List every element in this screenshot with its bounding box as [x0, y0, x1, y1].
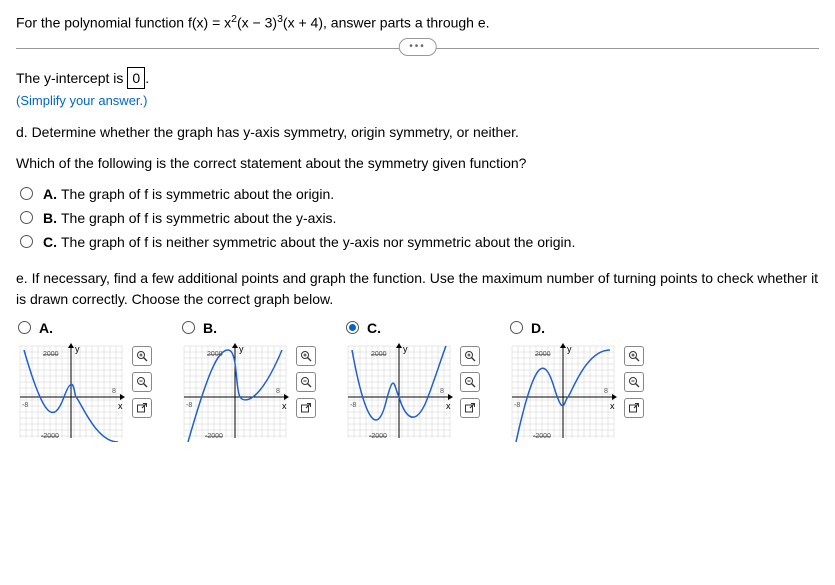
header-prefix: For the polynomial function — [16, 15, 188, 31]
graph-canvas[interactable]: y x 2000 -2000 -8 8 — [508, 342, 618, 442]
graph-choice-a: A. y x 2000 -2000 -8 8 — [16, 320, 152, 442]
svg-text:-2000: -2000 — [533, 433, 551, 440]
graph-canvas[interactable]: y x 2000 -2000 -8 8 — [344, 342, 454, 442]
open-external-icon[interactable] — [296, 398, 316, 418]
graph-tools — [296, 346, 316, 418]
zoom-in-icon[interactable] — [624, 346, 644, 366]
fn-mid2: (x + 4) — [283, 15, 323, 31]
graph-area: y x 2000 -2000 -8 8 — [180, 342, 316, 442]
y-intercept-suffix: . — [145, 70, 149, 86]
graph-choice-header[interactable]: A. — [16, 320, 152, 336]
svg-text:-8: -8 — [22, 402, 28, 409]
y-intercept-line: The y-intercept is 0. — [16, 67, 819, 89]
graph-tools — [460, 346, 480, 418]
graph-choice-c: C. y x 2000 -2000 -8 8 — [344, 320, 480, 442]
graph-choice-header[interactable]: B. — [180, 320, 316, 336]
open-external-icon[interactable] — [624, 398, 644, 418]
graph-choice-header[interactable]: D. — [508, 320, 644, 336]
option-c-text: The graph of f is neither symmetric abou… — [61, 234, 575, 250]
radio-a[interactable] — [20, 187, 33, 200]
graph-radio[interactable] — [510, 321, 523, 334]
part-e-text: e. If necessary, find a few additional p… — [16, 268, 819, 310]
svg-text:-8: -8 — [514, 402, 520, 409]
option-a-text: The graph of f is symmetric about the or… — [61, 186, 334, 202]
y-intercept-prefix: The y-intercept is — [16, 70, 127, 86]
option-a[interactable]: A.The graph of f is symmetric about the … — [16, 186, 819, 202]
graph-choice-label: C. — [367, 320, 381, 336]
part-d-question: Which of the following is the correct st… — [16, 153, 819, 174]
zoom-in-icon[interactable] — [132, 346, 152, 366]
graph-choice-label: A. — [39, 320, 53, 336]
graph-choice-label: B. — [203, 320, 217, 336]
zoom-out-icon[interactable] — [624, 372, 644, 392]
graph-radio[interactable] — [346, 321, 359, 334]
part-d-options: A.The graph of f is symmetric about the … — [16, 186, 819, 250]
graph-tools — [132, 346, 152, 418]
svg-text:2000: 2000 — [43, 351, 59, 358]
zoom-out-icon[interactable] — [132, 372, 152, 392]
graph-choices: A. y x 2000 -2000 -8 8 B. y x 2000 -2000 — [16, 320, 819, 442]
graph-tools — [624, 346, 644, 418]
open-external-icon[interactable] — [460, 398, 480, 418]
ellipsis-icon[interactable]: ••• — [398, 38, 437, 56]
graph-canvas[interactable]: y x 2000 -2000 -8 8 — [180, 342, 290, 442]
svg-text:-8: -8 — [186, 402, 192, 409]
graph-area: y x 2000 -2000 -8 8 — [16, 342, 152, 442]
option-a-label: A. — [43, 186, 57, 202]
svg-text:y: y — [75, 344, 80, 354]
open-external-icon[interactable] — [132, 398, 152, 418]
radio-c[interactable] — [20, 235, 33, 248]
svg-text:8: 8 — [604, 388, 608, 395]
graph-choice-header[interactable]: C. — [344, 320, 480, 336]
fn-lhs: f(x) = x — [188, 15, 231, 31]
option-b-text: The graph of f is symmetric about the y-… — [61, 210, 336, 226]
zoom-in-icon[interactable] — [460, 346, 480, 366]
graph-choice-d: D. y x 2000 -2000 -8 8 — [508, 320, 644, 442]
option-b[interactable]: B.The graph of f is symmetric about the … — [16, 210, 819, 226]
svg-text:2000: 2000 — [371, 351, 387, 358]
svg-text:x: x — [118, 401, 123, 411]
graph-area: y x 2000 -2000 -8 8 — [508, 342, 644, 442]
svg-text:8: 8 — [440, 388, 444, 395]
svg-text:-8: -8 — [350, 402, 356, 409]
svg-text:-2000: -2000 — [41, 433, 59, 440]
y-intercept-input[interactable]: 0 — [127, 67, 145, 89]
graph-radio[interactable] — [18, 321, 31, 334]
svg-text:8: 8 — [276, 388, 280, 395]
zoom-in-icon[interactable] — [296, 346, 316, 366]
svg-text:8: 8 — [112, 388, 116, 395]
option-c-label: C. — [43, 234, 57, 250]
option-b-label: B. — [43, 210, 57, 226]
svg-text:x: x — [282, 401, 287, 411]
svg-text:y: y — [403, 344, 408, 354]
svg-text:y: y — [239, 344, 244, 354]
part-d-text: d. Determine whether the graph has y-axi… — [16, 122, 819, 143]
graph-choice-b: B. y x 2000 -2000 -8 8 — [180, 320, 316, 442]
fn-mid1: (x − 3) — [237, 15, 277, 31]
svg-text:x: x — [610, 401, 615, 411]
graph-radio[interactable] — [182, 321, 195, 334]
question-header: For the polynomial function f(x) = x2(x … — [16, 12, 819, 34]
svg-text:y: y — [567, 344, 572, 354]
svg-text:-2000: -2000 — [205, 433, 223, 440]
option-c[interactable]: C.The graph of f is neither symmetric ab… — [16, 234, 819, 250]
simplify-hint: (Simplify your answer.) — [16, 93, 819, 108]
zoom-out-icon[interactable] — [296, 372, 316, 392]
graph-choice-label: D. — [531, 320, 545, 336]
svg-text:-2000: -2000 — [369, 433, 387, 440]
graph-canvas[interactable]: y x 2000 -2000 -8 8 — [16, 342, 126, 442]
svg-text:2000: 2000 — [207, 351, 223, 358]
svg-text:2000: 2000 — [535, 351, 551, 358]
header-suffix: , answer parts a through e. — [323, 15, 490, 31]
graph-area: y x 2000 -2000 -8 8 — [344, 342, 480, 442]
radio-b[interactable] — [20, 211, 33, 224]
zoom-out-icon[interactable] — [460, 372, 480, 392]
svg-text:x: x — [446, 401, 451, 411]
